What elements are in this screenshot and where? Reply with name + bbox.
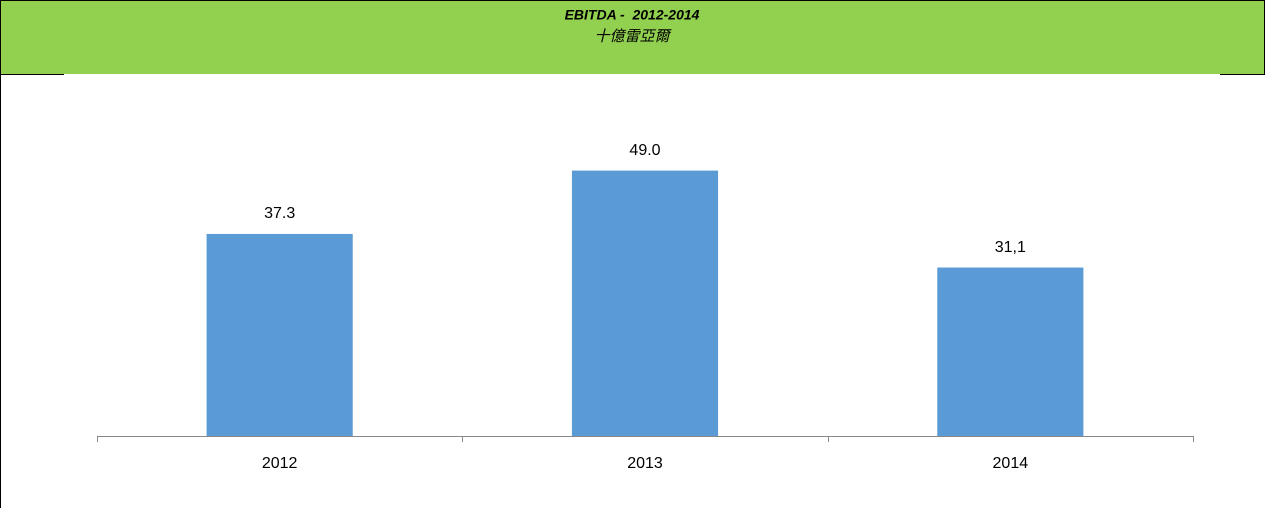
value-label: 31,1 — [995, 239, 1026, 256]
value-label: 37.3 — [264, 205, 295, 222]
x-tick-label: 2012 — [262, 455, 298, 472]
value-label: 49.0 — [629, 142, 660, 159]
header-band — [0, 0, 1265, 74]
chart-title: EBITDA - 2012-2014 — [565, 7, 700, 23]
x-tick-label: 2014 — [993, 455, 1029, 472]
chart-subtitle: 十億雷亞爾 — [594, 28, 672, 45]
bar — [937, 267, 1084, 436]
bar — [206, 233, 353, 436]
bar — [571, 170, 719, 437]
x-tick-label: 2013 — [627, 455, 663, 472]
